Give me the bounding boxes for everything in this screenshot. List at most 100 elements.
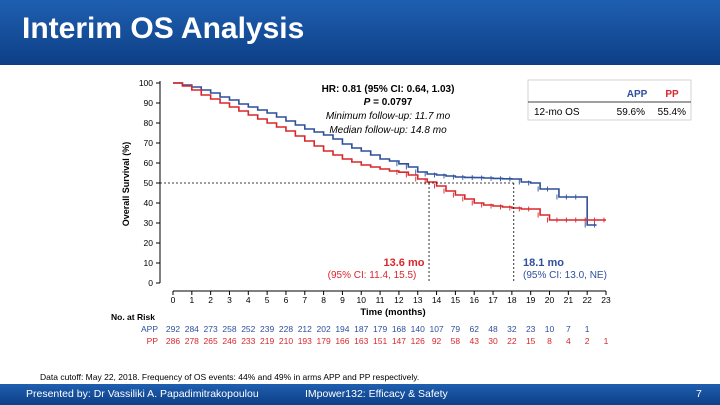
y-tick-label: 30 (144, 218, 154, 228)
risk-count-pp: 4 (566, 336, 571, 346)
risk-count-pp: 58 (451, 336, 461, 346)
y-tick-label: 50 (144, 178, 154, 188)
x-tick-label: 14 (432, 295, 442, 305)
median-followup-text: Median follow-up: 14.8 mo (329, 125, 447, 136)
risk-table-title: No. at Risk (111, 312, 155, 322)
p-value-text: P = 0.0797 (364, 97, 413, 108)
x-axis-title: Time (months) (360, 307, 425, 318)
x-tick-label: 9 (340, 295, 345, 305)
risk-count-app: 168 (392, 324, 406, 334)
x-tick-label: 22 (582, 295, 592, 305)
risk-count-pp: 147 (392, 336, 406, 346)
risk-count-app: 194 (335, 324, 349, 334)
x-tick-label: 18 (507, 295, 517, 305)
risk-count-app: 10 (545, 324, 555, 334)
risk-count-pp: 151 (373, 336, 387, 346)
x-tick-label: 11 (376, 295, 385, 305)
km-curve-app (173, 82, 597, 226)
x-tick-label: 0 (171, 295, 176, 305)
footer-bar: Presented by: Dr Vassiliki A. Papadimitr… (0, 384, 720, 405)
risk-count-app: 179 (373, 324, 387, 334)
summary-table: APP PP 12-mo OS 59.6% 55.4% (527, 79, 692, 121)
risk-count-app: 239 (260, 324, 274, 334)
y-tick-label: 80 (144, 118, 154, 128)
x-tick-label: 4 (246, 295, 251, 305)
risk-count-app: 1 (585, 324, 590, 334)
risk-row-label-app: APP (141, 324, 158, 334)
risk-count-pp: 233 (241, 336, 255, 346)
summary-header-app: APP (627, 89, 648, 100)
risk-count-app: 187 (354, 324, 368, 334)
y-tick-label: 60 (144, 158, 154, 168)
risk-count-app: 212 (298, 324, 312, 334)
footer-study: IMpower132: Efficacy & Safety (305, 388, 448, 400)
x-tick-label: 10 (357, 295, 367, 305)
summary-header-pp: PP (665, 89, 679, 100)
y-tick-label: 0 (148, 278, 153, 288)
x-tick-label: 3 (227, 295, 232, 305)
risk-count-app: 79 (451, 324, 461, 334)
x-tick-label: 23 (601, 295, 611, 305)
y-tick-label: 10 (144, 258, 154, 268)
risk-count-app: 140 (411, 324, 425, 334)
risk-count-pp: 246 (222, 336, 236, 346)
risk-count-pp: 15 (526, 336, 536, 346)
risk-count-pp: 8 (547, 336, 552, 346)
y-tick-label: 100 (139, 78, 153, 88)
hr-text: HR: 0.81 (95% CI: 0.64, 1.03) (322, 84, 455, 95)
summary-app-value: 59.6% (617, 107, 645, 118)
risk-count-app: 228 (279, 324, 293, 334)
risk-count-app: 258 (222, 324, 236, 334)
slide-title: Interim OS Analysis (22, 12, 305, 45)
title-bar: Interim OS Analysis (0, 0, 720, 65)
x-tick-label: 20 (545, 295, 555, 305)
summary-row-label: 12-mo OS (534, 107, 580, 118)
risk-count-pp: 286 (166, 336, 180, 346)
x-tick-label: 1 (189, 295, 194, 305)
y-tick-label: 20 (144, 238, 154, 248)
risk-count-pp: 166 (335, 336, 349, 346)
risk-count-pp: 126 (411, 336, 425, 346)
risk-count-pp: 163 (354, 336, 368, 346)
risk-count-pp: 30 (488, 336, 498, 346)
x-tick-label: 7 (302, 295, 307, 305)
p-value: = 0.0797 (370, 97, 412, 108)
y-tick-label: 70 (144, 138, 154, 148)
footer-presenter: Presented by: Dr Vassiliki A. Papadimitr… (26, 388, 259, 400)
summary-pp-value: 55.4% (658, 107, 686, 118)
app-median-ci: (95% CI: 13.0, NE) (523, 270, 607, 281)
x-tick-label: 8 (321, 295, 326, 305)
risk-count-pp: 219 (260, 336, 274, 346)
risk-count-pp: 210 (279, 336, 293, 346)
risk-count-app: 107 (429, 324, 443, 334)
risk-count-pp: 278 (185, 336, 199, 346)
risk-count-app: 48 (488, 324, 498, 334)
footer-page-number: 7 (696, 388, 702, 400)
x-tick-label: 12 (394, 295, 404, 305)
risk-count-pp: 265 (204, 336, 218, 346)
risk-count-app: 32 (507, 324, 517, 334)
x-tick-label: 19 (526, 295, 536, 305)
y-tick-label: 40 (144, 198, 154, 208)
pp-median-value: 13.6 mo (384, 257, 425, 269)
risk-count-pp: 193 (298, 336, 312, 346)
min-followup-text: Minimum follow-up: 11.7 mo (326, 111, 451, 122)
risk-count-pp: 22 (507, 336, 517, 346)
x-tick-label: 15 (451, 295, 461, 305)
risk-count-pp: 43 (469, 336, 479, 346)
summary-table-border (527, 79, 692, 121)
pp-median-ci: (95% CI: 11.4, 15.5) (328, 270, 417, 281)
risk-row-label-pp: PP (147, 336, 159, 346)
x-tick-label: 6 (284, 295, 289, 305)
x-tick-label: 21 (564, 295, 574, 305)
x-tick-label: 5 (265, 295, 270, 305)
risk-count-app: 273 (204, 324, 218, 334)
x-tick-label: 16 (469, 295, 479, 305)
app-median-value: 18.1 mo (523, 257, 564, 269)
risk-count-app: 252 (241, 324, 255, 334)
y-axis-title: Overall Survival (%) (121, 142, 131, 227)
risk-count-app: 284 (185, 324, 199, 334)
risk-count-app: 292 (166, 324, 180, 334)
risk-count-pp: 179 (317, 336, 331, 346)
